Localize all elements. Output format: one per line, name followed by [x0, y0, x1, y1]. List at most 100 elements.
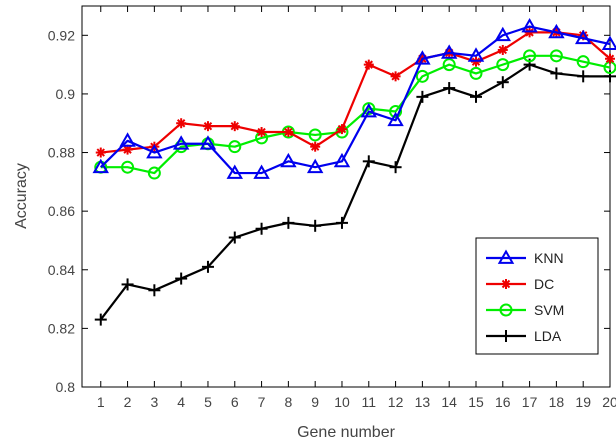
legend-entry-lda: LDA: [486, 328, 562, 344]
plus-marker: [94, 313, 107, 326]
y-tick-label: 0.88: [48, 145, 75, 161]
circle-marker: [469, 66, 483, 80]
x-tick-label: 12: [388, 394, 404, 410]
y-tick-label: 0.92: [48, 27, 75, 43]
x-tick-label: 9: [311, 394, 319, 410]
triangle-marker: [333, 152, 351, 168]
plus-marker: [389, 161, 402, 174]
x-tick-label: 3: [150, 394, 158, 410]
triangle-marker: [574, 29, 592, 45]
triangle-marker: [146, 144, 163, 159]
circle-marker: [121, 160, 135, 174]
triangle-marker: [467, 47, 485, 62]
legend-entry-knn: KNN: [486, 249, 564, 266]
x-tick-label: 20: [602, 394, 616, 410]
asterisk-marker: [95, 147, 106, 158]
plus-marker: [309, 219, 322, 232]
circle-marker: [442, 58, 456, 72]
triangle-marker: [306, 158, 324, 174]
plus-marker: [201, 260, 214, 273]
plus-marker: [443, 82, 456, 95]
asterisk-marker: [497, 44, 508, 55]
asterisk-marker: [229, 121, 240, 132]
series-lda: [94, 58, 616, 326]
plus-marker: [175, 272, 188, 285]
plus-marker: [255, 222, 268, 235]
circle-marker: [576, 55, 590, 69]
circle-marker: [523, 49, 537, 63]
x-tick-label: 10: [334, 394, 350, 410]
x-tick-label: 16: [495, 394, 511, 410]
asterisk-marker: [605, 53, 615, 64]
circle-marker: [389, 105, 403, 119]
plus-marker: [500, 330, 512, 342]
plot-area-frame: [81, 5, 611, 388]
plus-marker: [121, 278, 134, 291]
plus-marker: [282, 216, 295, 229]
x-tick-label: 11: [362, 394, 377, 410]
circle-marker: [549, 49, 563, 63]
triangle-marker: [548, 23, 565, 39]
series-knn: [92, 17, 616, 179]
triangle-marker: [387, 111, 404, 127]
plus-marker: [496, 76, 509, 89]
x-tick-label: 8: [284, 394, 292, 410]
asterisk-marker: [283, 127, 294, 138]
x-tick-label: 14: [441, 394, 457, 410]
plus-marker: [469, 90, 482, 103]
plus-marker: [335, 216, 348, 229]
y-tick-label: 0.8: [56, 379, 76, 395]
x-tick-label: 7: [258, 394, 266, 410]
y-tick-label: 0.84: [48, 262, 75, 278]
circle-marker: [308, 128, 322, 142]
triangle-marker: [226, 164, 243, 179]
triangle-marker: [440, 44, 458, 59]
triangle-marker: [601, 35, 616, 50]
x-axis-ticks: 1 2 3 4 5 6 7 8 9 10 11 12 13 14 15 16 17 18 19 20: [97, 6, 616, 410]
asterisk-marker: [501, 279, 511, 289]
triangle-marker: [119, 132, 136, 147]
y-axis-label: Accuracy: [13, 163, 30, 229]
series-layer: [92, 17, 616, 326]
legend-entry-dc: DC: [486, 276, 554, 292]
x-axis-label: Gene number: [297, 424, 396, 441]
legend-label: DC: [534, 276, 554, 292]
legend-label: KNN: [534, 250, 564, 266]
triangle-marker: [253, 164, 270, 179]
circle-marker: [499, 303, 513, 317]
y-tick-label: 0.9: [56, 86, 76, 102]
plus-marker: [148, 284, 161, 297]
plus-marker: [577, 70, 590, 83]
plus-marker: [416, 90, 429, 103]
y-axis-ticks: 0.8 0.82 0.84 0.86 0.88 0.9 0.92: [48, 27, 610, 395]
x-tick-label: 1: [97, 394, 105, 410]
x-tick-label: 2: [124, 394, 132, 410]
asterisk-marker: [336, 124, 347, 135]
y-tick-label: 0.86: [48, 203, 75, 219]
circle-marker: [228, 140, 242, 154]
legend-label: SVM: [534, 302, 564, 318]
triangle-marker: [199, 135, 217, 150]
legend-label: LDA: [534, 328, 562, 344]
x-tick-label: 18: [549, 394, 565, 410]
x-tick-label: 19: [575, 394, 591, 410]
x-tick-label: 13: [415, 394, 431, 410]
legend: KNN DC SVM LDA: [475, 237, 599, 355]
x-tick-label: 5: [204, 394, 212, 410]
series-line-lda: [99, 63, 610, 321]
triangle-marker: [92, 158, 109, 174]
triangle-marker: [172, 135, 190, 150]
circle-marker: [496, 58, 510, 72]
triangle-marker: [414, 50, 431, 65]
asterisk-marker: [176, 118, 187, 129]
plus-marker: [550, 67, 563, 80]
triangle-marker: [360, 102, 378, 118]
triangle-marker: [521, 17, 538, 33]
asterisk-marker: [202, 121, 213, 132]
legend-entry-svm: SVM: [486, 302, 564, 318]
circle-marker: [147, 166, 161, 180]
triangle-marker: [494, 26, 512, 42]
plus-marker: [228, 231, 241, 244]
